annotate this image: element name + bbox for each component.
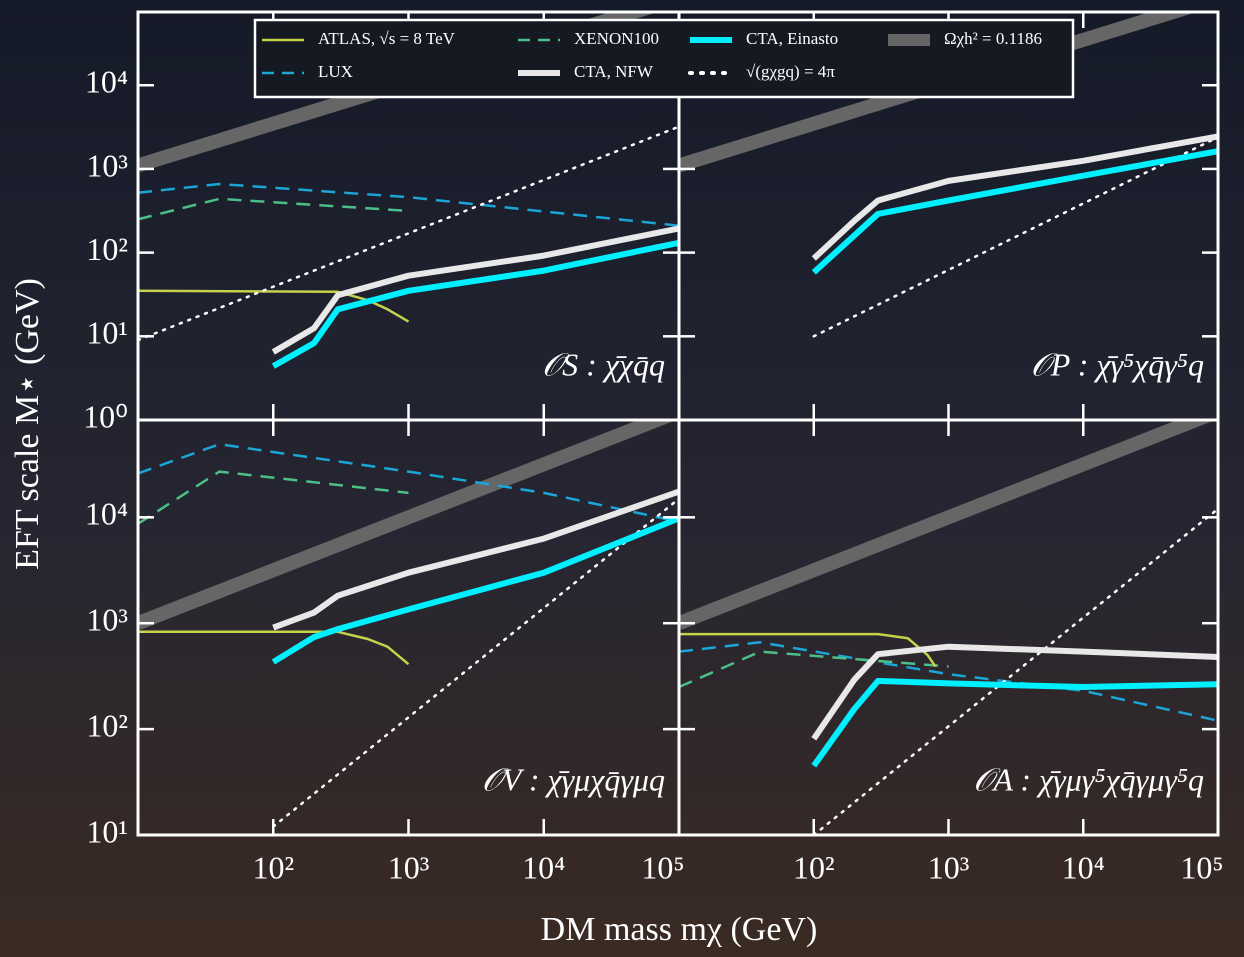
- chart: DM mass mχ (GeV) EFT scale M⋆ (GeV) 𝒪S :…: [0, 0, 1244, 957]
- panel-annotation: 𝒪V : χ̄γμχq̄γμq: [482, 761, 665, 797]
- x-tick-label: 10³: [928, 849, 970, 885]
- legend-label: CTA, Einasto: [746, 29, 838, 48]
- x-tick-label: 10⁵: [1180, 849, 1223, 885]
- legend-label: CTA, NFW: [574, 62, 654, 81]
- y-tick-label: 10¹: [86, 813, 128, 849]
- x-tick-label: 10³: [388, 849, 430, 885]
- legend: ATLAS, √s = 8 TeV LUX XENON100 CTA, Einasto…: [255, 20, 1073, 97]
- y-tick-label: 10³: [86, 147, 128, 183]
- x-tick-label: 10⁴: [1062, 849, 1105, 885]
- y-tick-label: 10²: [86, 707, 128, 743]
- panel-annotation: 𝒪A : χ̄γμγ⁵χq̄γμγ⁵q: [973, 761, 1204, 797]
- x-tick-label: 10⁵: [641, 849, 684, 885]
- page: DM mass mχ (GeV) EFT scale M⋆ (GeV) 𝒪S :…: [0, 0, 1244, 957]
- y-tick-label: 10¹: [86, 315, 128, 351]
- x-axis-label: DM mass mχ (GeV): [541, 911, 818, 948]
- legend-label: Ωχh² = 0.1186: [944, 29, 1042, 48]
- legend-label: XENON100: [574, 29, 659, 48]
- x-tick-label: 10²: [793, 849, 835, 885]
- y-axis-label: EFT scale M⋆ (GeV): [9, 278, 46, 570]
- legend-label: LUX: [318, 62, 353, 81]
- legend-label: ATLAS, √s = 8 TeV: [318, 29, 456, 48]
- y-tick-label: 10²: [86, 231, 128, 267]
- y-tick-label: 10³: [86, 602, 128, 638]
- legend-label: √(gχgq) = 4π: [746, 62, 835, 81]
- panel-annotation: 𝒪P : χ̄γ⁵χq̄γ⁵q: [1031, 346, 1204, 382]
- x-tick-label: 10⁴: [522, 849, 565, 885]
- y-tick-label: 10⁴: [85, 496, 128, 532]
- y-tick-label: 10⁰: [83, 398, 128, 434]
- panel-annotation: 𝒪S : χ̄χq̄q: [542, 346, 665, 382]
- x-tick-label: 10²: [252, 849, 294, 885]
- y-tick-label: 10⁴: [85, 64, 128, 100]
